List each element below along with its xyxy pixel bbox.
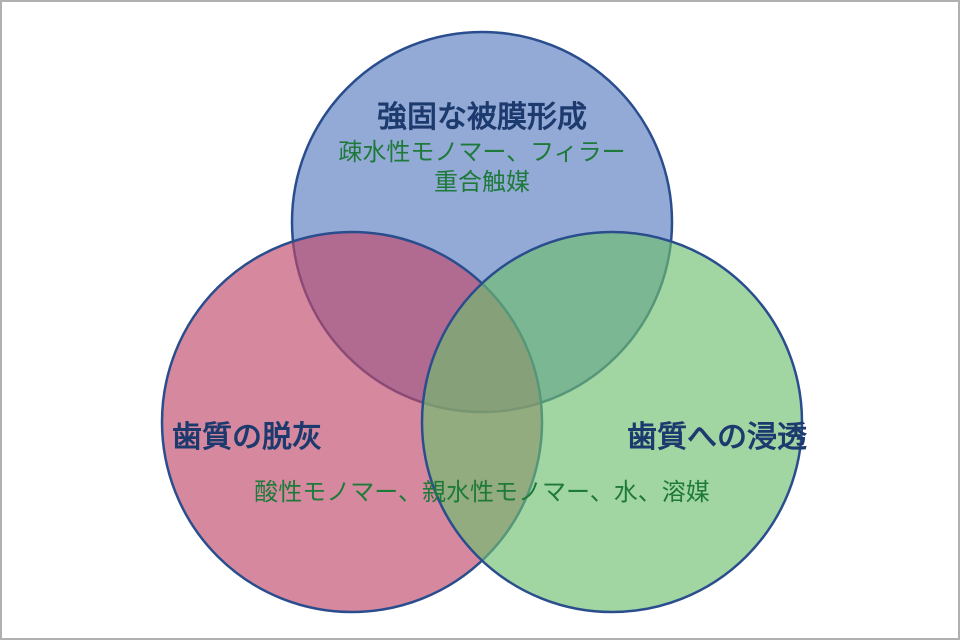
- diagram-frame: 強固な被膜形成 疎水性モノマー、フィラー 重合触媒 歯質の脱灰 歯質への浸透 酸…: [0, 0, 960, 640]
- bottom-shared-sub: 酸性モノマー、親水性モノマー、水、溶媒: [254, 472, 710, 507]
- top-sub2: 重合触媒: [434, 162, 530, 197]
- right-title: 歯質への浸透: [627, 412, 807, 456]
- top-title: 強固な被膜形成: [377, 92, 587, 136]
- left-title: 歯質の脱灰: [172, 412, 322, 456]
